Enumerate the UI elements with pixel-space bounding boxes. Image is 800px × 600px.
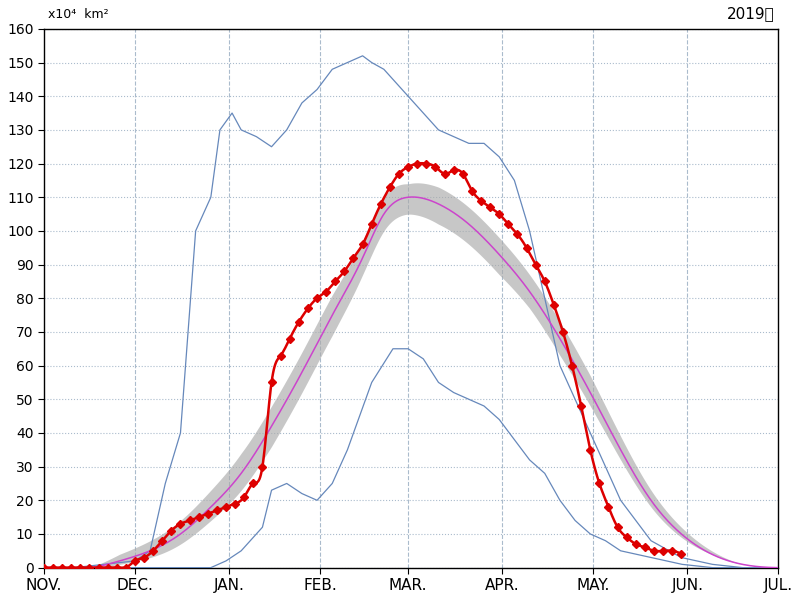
Text: x10⁴  km²: x10⁴ km²: [47, 8, 108, 21]
Text: 2019年: 2019年: [727, 6, 775, 21]
